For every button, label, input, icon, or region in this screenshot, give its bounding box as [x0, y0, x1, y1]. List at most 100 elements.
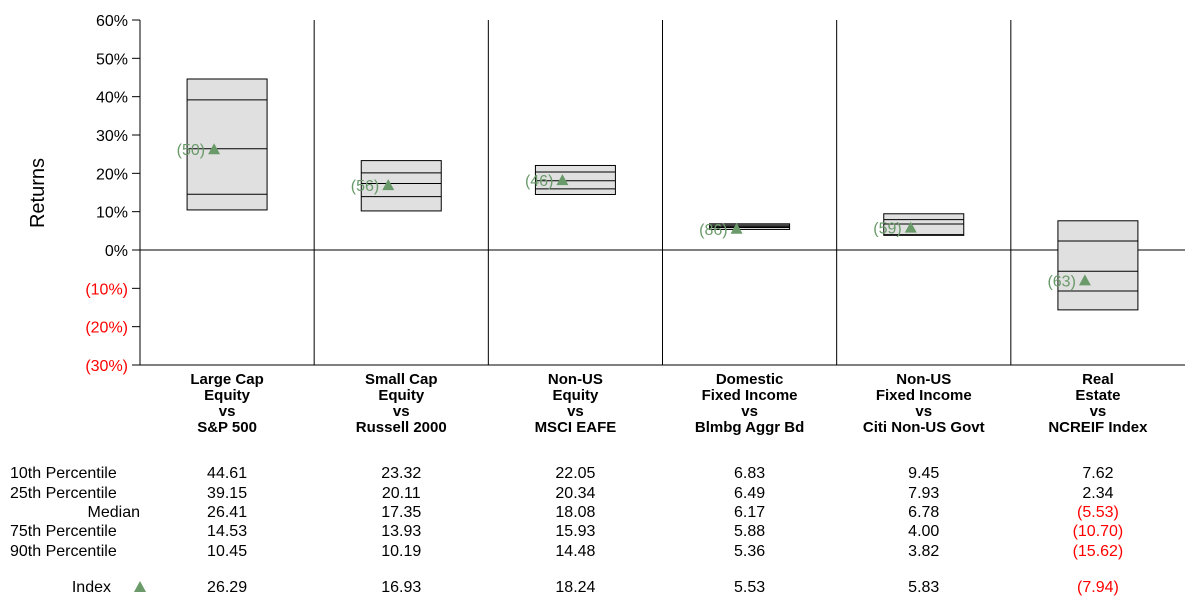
- category-label: Blmbg Aggr Bd: [695, 419, 804, 436]
- row-label: Median: [88, 504, 140, 521]
- y-tick-label: 60%: [96, 13, 128, 30]
- category-label: Large Cap: [190, 371, 263, 388]
- category-label: Non-US: [896, 371, 951, 388]
- percentile-box: [534, 164, 616, 195]
- index-marker: [730, 222, 743, 234]
- table-cell: 18.08: [555, 504, 595, 521]
- index-cell: 5.83: [908, 579, 939, 596]
- category-label: Small Cap: [365, 371, 438, 388]
- y-tick-label: 0%: [105, 243, 128, 260]
- category-label: vs: [219, 403, 236, 420]
- category-label: Domestic: [716, 371, 784, 388]
- y-tick-label: (10%): [85, 281, 128, 298]
- category-label: Real: [1082, 371, 1114, 388]
- category-label: Non-US: [548, 371, 603, 388]
- index-marker: [208, 143, 221, 155]
- index-rank-label: (50): [177, 142, 205, 159]
- category-label: NCREIF Index: [1048, 419, 1148, 436]
- category-label: Equity: [552, 387, 598, 404]
- y-tick-label: (30%): [85, 358, 128, 375]
- y-tick-label: 30%: [96, 128, 128, 145]
- table-cell: 2.34: [1082, 485, 1113, 502]
- table-cell: 20.34: [555, 485, 595, 502]
- table-cell: 15.93: [555, 523, 595, 540]
- table-cell: 6.83: [734, 465, 765, 482]
- table-cell: 14.48: [555, 543, 595, 560]
- row-label: 25th Percentile: [10, 485, 117, 502]
- index-row-label: Index: [72, 579, 111, 596]
- table-cell: 6.49: [734, 485, 765, 502]
- y-tick-label: 50%: [96, 51, 128, 68]
- table-cell: 5.36: [734, 543, 765, 560]
- index-legend-marker: [134, 581, 146, 592]
- percentile-table: 10th Percentile 44.61 23.32 22.05 6.83 9.45 7.…: [10, 465, 1123, 596]
- table-cell: 22.05: [555, 465, 595, 482]
- category-label: Equity: [204, 387, 250, 404]
- index-cell: 26.29: [207, 579, 247, 596]
- index-cell: 18.24: [555, 579, 595, 596]
- percentile-box: [186, 78, 268, 211]
- category-label: MSCI EAFE: [535, 419, 617, 436]
- table-cell: 39.15: [207, 485, 247, 502]
- y-tick-label: (20%): [85, 320, 128, 337]
- table-cell: 7.93: [908, 485, 939, 502]
- category-label: vs: [1090, 403, 1107, 420]
- category-label: vs: [915, 403, 932, 420]
- row-label: 10th Percentile: [10, 465, 117, 482]
- index-marker: [556, 174, 569, 186]
- table-cell: 7.62: [1082, 465, 1113, 482]
- table-cell: 20.11: [382, 485, 421, 502]
- index-cell: 5.53: [734, 579, 765, 596]
- y-tick-label: 20%: [96, 166, 128, 183]
- index-cell: (7.94): [1077, 579, 1119, 596]
- index-cell: 16.93: [381, 579, 421, 596]
- index-rank-label: (56): [351, 178, 379, 195]
- table-cell: 6.17: [734, 504, 765, 521]
- y-axis: 60% 50% 40% 30% 20% 10% 0% (10%) (20%) (30%): [85, 13, 140, 375]
- category-label: Estate: [1075, 387, 1120, 404]
- percentile-boxes: (50) (56) (46) (86) (59) (63): [177, 78, 1139, 311]
- grid-lines: [139, 20, 1185, 366]
- table-cell: 3.82: [908, 543, 939, 560]
- index-marker: [1078, 274, 1091, 286]
- table-cell: 14.53: [207, 523, 247, 540]
- table-cell: 26.41: [207, 504, 247, 521]
- category-label: vs: [567, 403, 584, 420]
- index-rank-label: (86): [699, 222, 727, 239]
- y-tick-label: 40%: [96, 90, 128, 107]
- category-label: vs: [393, 403, 410, 420]
- category-label: Fixed Income: [876, 387, 972, 404]
- category-label: Fixed Income: [702, 387, 798, 404]
- table-cell: 17.35: [381, 504, 421, 521]
- table-cell: 13.93: [381, 523, 421, 540]
- table-cell: 9.45: [908, 465, 939, 482]
- table-cell: 6.78: [908, 504, 939, 521]
- table-cell: 5.88: [734, 523, 765, 540]
- table-cell: 44.61: [207, 465, 247, 482]
- index-rank-label: (46): [525, 173, 553, 190]
- index-rank-label: (63): [1047, 273, 1075, 290]
- table-cell: (15.62): [1073, 543, 1124, 560]
- table-cell: 23.32: [381, 465, 421, 482]
- percentile-box: [360, 160, 442, 212]
- y-tick-label: 10%: [96, 205, 128, 222]
- category-label: Russell 2000: [356, 419, 447, 436]
- table-cell: 10.19: [381, 543, 421, 560]
- index-rank-label: (59): [873, 221, 901, 238]
- category-label: Equity: [378, 387, 424, 404]
- index-marker: [382, 179, 395, 191]
- category-label: Citi Non-US Govt: [863, 419, 985, 436]
- y-axis-label: Returns: [27, 158, 49, 228]
- table-cell: (10.70): [1073, 523, 1124, 540]
- category-label: vs: [741, 403, 758, 420]
- row-label: 75th Percentile: [10, 523, 117, 540]
- row-label: 90th Percentile: [10, 543, 117, 560]
- index-marker: [904, 221, 917, 233]
- table-cell: 4.00: [908, 523, 939, 540]
- percentile-box: [1057, 220, 1139, 311]
- category-label: S&P 500: [197, 419, 257, 436]
- table-cell: 10.45: [207, 543, 247, 560]
- table-cell: (5.53): [1077, 504, 1119, 521]
